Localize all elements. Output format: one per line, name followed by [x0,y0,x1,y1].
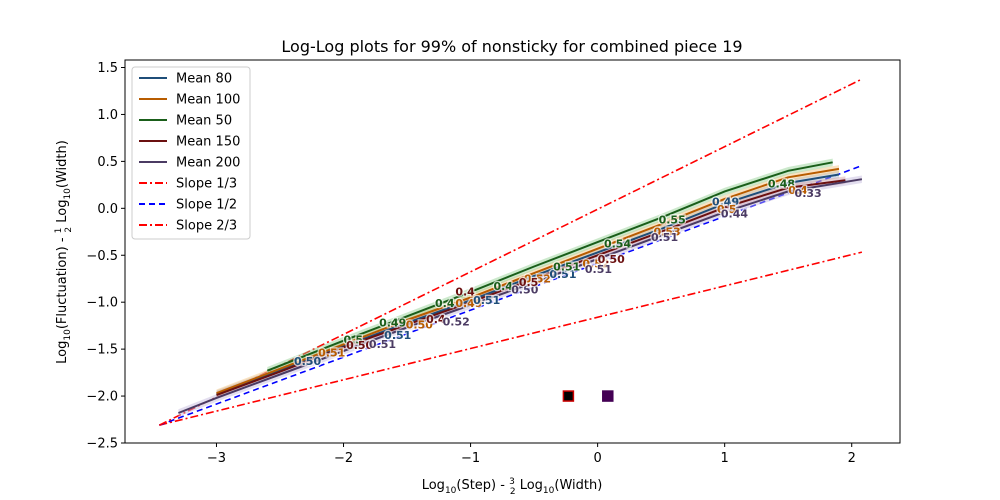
x-label-sub1: 10 [445,486,457,496]
x-tick-label: −1 [461,451,480,466]
y-label-frac-den: 2 [64,227,74,233]
y-axis-label: Log10(Fluctuation) - 12 Log10(Width) [54,140,74,364]
slope-annotation: 0.33 [795,187,822,200]
slope-annotation: 0.4 [435,297,455,310]
slope-annotation: 0.51 [384,329,411,342]
x-label-end: (Width) [554,478,602,493]
legend: Mean 80 Mean 100 Mean 50 Mean 150 Mean 200 Sl… [131,66,251,240]
y-label-mid: (Fluctuation) - [55,233,70,329]
y-tick-label: −1.0 [86,296,118,311]
x-tick-label: 2 [848,451,856,466]
x-label-pre: Log [422,478,445,493]
x-tick-label: 1 [721,451,729,466]
y-tick-label: 1.0 [97,108,118,123]
y-tick-label: −2.5 [86,437,118,452]
legend-label: Mean 100 [176,93,240,108]
slope-annotation: 0.44 [721,208,748,221]
series-line-4 [178,178,863,414]
slope-annotation: 0.51 [585,263,612,276]
slope-annotation: 0.50 [598,253,625,266]
legend-label: Slope 1/2 [176,198,237,213]
legend-label: Mean 200 [176,156,240,171]
x-tick-label: −3 [207,451,226,466]
y-label-end: (Width) [55,140,70,188]
slope-annotation: 0.50 [294,355,321,368]
x-tick-label: −2 [334,451,353,466]
slope-annotation: 0.52 [443,316,470,329]
slope-annotation: 0.52 [582,257,609,270]
slope-annotation: 0.4 [493,280,513,293]
slope-annotation: 0.50 [406,318,433,331]
slope-annotation: 0.50 [346,339,373,352]
square-marker-0 [562,390,575,402]
slope-annotation: 0.51 [553,260,580,273]
legend-label: Mean 150 [176,135,240,150]
slope-annotation: 0.51 [549,268,576,281]
y-tick-label: 0.5 [97,155,118,170]
slope-annotation: 0.49 [379,317,406,330]
x-tick-label: 0 [593,451,601,466]
y-tick-label: −1.5 [86,343,118,358]
slope-annotation: 0.51 [369,338,396,351]
legend-box [131,66,251,240]
y-label-sub2: 10 [63,188,73,200]
x-label-frac-den: 2 [510,487,516,497]
x-label-frac-num: 3 [509,477,515,487]
slope-annotation: 0.49 [455,297,482,310]
slope-annotation: 0.50 [511,284,538,297]
reference-line-1 [159,164,863,426]
plot-frame [124,59,901,444]
slope-annotation: 0.5 [344,333,364,346]
legend-label: Mean 50 [176,114,232,129]
slope-annotation: 0.48 [768,178,795,191]
slope-annotation: 0.52 [524,272,551,285]
y-label-frac-num: 1 [54,228,64,234]
x-label-sub2: 10 [543,486,555,496]
y-tick-label: 0.0 [97,202,118,217]
legend-label: Mean 80 [176,72,232,87]
slope-annotation: 0.51 [473,294,500,307]
slope-annotation: 0.51 [651,231,678,244]
slope-annotation: 0.4 [455,286,475,299]
x-label-post: Log [516,478,543,493]
y-tick-label: −0.5 [86,249,118,264]
slope-annotation: 0.49 [712,196,739,209]
legend-label: Slope 1/3 [176,177,237,192]
slope-annotation: 0.4 [426,313,446,326]
square-marker-1 [602,390,614,402]
legend-label: Slope 2/3 [176,219,237,234]
series-line-2 [266,161,833,372]
y-tick-label: 1.5 [97,61,118,76]
slope-annotation: 0.4 [788,184,808,197]
y-label-post: Log [55,200,70,227]
slope-annotation: 0.55 [659,213,686,226]
slope-annotation: 0.5 [717,203,737,216]
y-tick-label: −2.0 [86,390,118,405]
slope-annotation: 0.51 [318,347,345,360]
series-line-1 [216,167,840,395]
x-label-mid: (Step) - [456,478,509,493]
y-label-sub1: 10 [63,329,73,341]
axis-ticks: −3 −2 −1 0 1 2 −2.5 −2.0 −1.5 −1.0 −0.5 0.0 0.5 1.0 1.… [86,61,855,466]
chart-title: Log-Log plots for 99% of nonsticky for c… [281,37,742,56]
series-line-3 [216,179,846,397]
slope-annotation: 0.54 [604,238,631,251]
slope-annotation: 0.53 [654,226,681,239]
y-label-pre: Log [55,341,70,364]
slope-annotation: 0.5 [519,276,539,289]
